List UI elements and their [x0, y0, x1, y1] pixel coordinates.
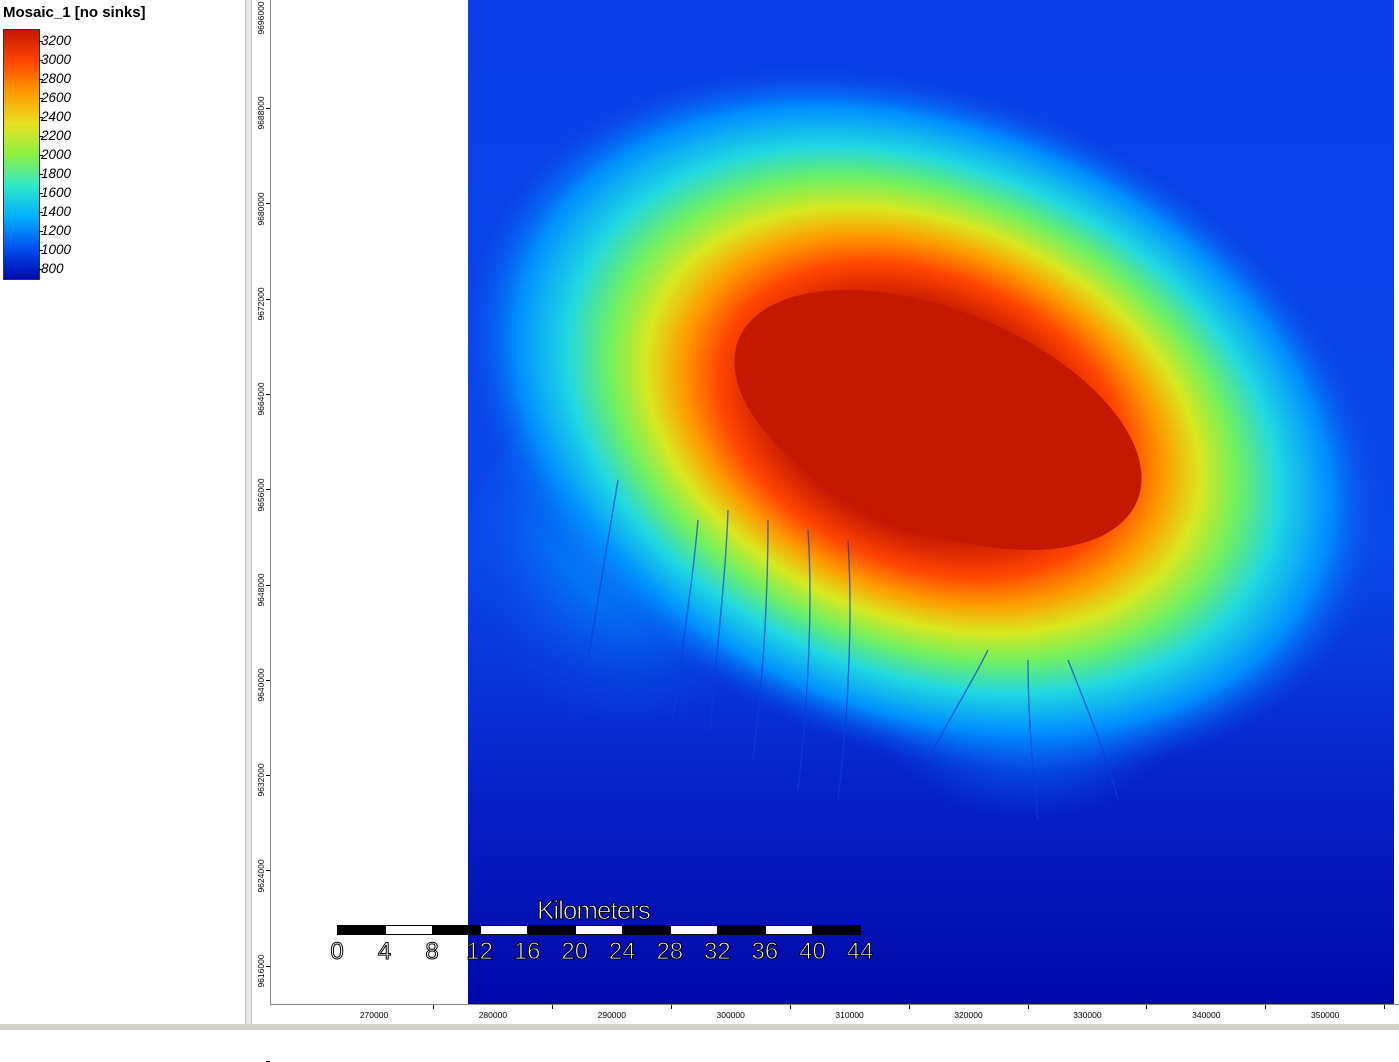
legend-label: 2000	[38, 147, 72, 162]
legend-label: 3200	[38, 33, 72, 48]
x-axis-tick	[1384, 1005, 1386, 1009]
legend-panel: Mosaic_1 [no sinks] 3200 3000 2800 2600 2400…	[0, 0, 245, 1024]
y-axis-label: 9624000	[256, 859, 266, 893]
scale-bar-label: 32	[704, 938, 732, 966]
x-axis-tick	[1146, 1005, 1148, 1009]
x-coordinate-ruler: 270000 280000 290000 300000 310000 320000 3300…	[270, 1004, 1399, 1025]
scale-bar-segment	[717, 925, 766, 935]
y-axis-label: 9632000	[256, 763, 266, 797]
scale-bar-segment	[432, 925, 481, 935]
scale-bar: Kilometers 0 4 8 12 16 20 24 28 32 36 40 44	[330, 895, 897, 975]
scale-bar-label: 0	[330, 938, 344, 966]
y-axis-tick	[266, 393, 270, 395]
y-axis-label: 9656000	[256, 477, 266, 512]
x-axis-label: 270000	[359, 1010, 389, 1020]
map-view[interactable]: 9696000 9688000 9680000 9672000 9664000 96560…	[252, 0, 1399, 1062]
x-axis-tick	[1027, 1005, 1029, 1009]
scale-bar-segment	[764, 925, 814, 935]
x-axis-label: 330000	[1073, 1010, 1102, 1020]
scale-bar-segment	[337, 925, 386, 935]
scale-bar-label: 12	[466, 938, 494, 966]
y-axis-tick	[266, 965, 270, 967]
y-axis-label: 9688000	[256, 96, 266, 130]
legend-label: 1800	[38, 166, 72, 181]
y-axis-label: 9616000	[256, 954, 266, 988]
legend-label: 1600	[38, 185, 72, 200]
legend-label: 1000	[38, 242, 72, 257]
legend-color-ramp	[3, 29, 40, 280]
elevation-raster[interactable]	[468, 0, 1394, 1004]
y-axis-label: 9672000	[256, 287, 266, 321]
legend-label: 2600	[38, 90, 72, 105]
legend-label: 3000	[38, 52, 72, 67]
scale-bar-label: 44	[846, 938, 874, 966]
y-axis-label: 9648000	[256, 573, 266, 607]
y-axis-label: 9640000	[256, 668, 266, 702]
y-axis-tick	[266, 584, 270, 586]
y-axis-tick	[266, 298, 270, 300]
panel-splitter[interactable]	[245, 0, 252, 1024]
scale-bar-segment	[622, 925, 671, 935]
status-strip	[0, 1024, 1399, 1030]
legend-label: 1400	[38, 204, 72, 219]
x-axis-label: 350000	[1311, 1010, 1340, 1020]
x-axis-tick	[789, 1005, 791, 1009]
x-axis-tick	[908, 1005, 910, 1009]
scale-bar-label: 8	[425, 938, 439, 966]
scale-bar-segment	[527, 925, 576, 935]
x-axis-label: 310000	[835, 1010, 864, 1020]
legend-label: 2800	[38, 71, 72, 86]
y-axis-tick	[266, 489, 270, 491]
scale-bar-label: 40	[799, 938, 827, 966]
x-axis-tick	[433, 1005, 434, 1009]
scale-bar-label: 20	[561, 938, 589, 966]
scale-bar-segment	[812, 925, 861, 935]
scale-bar-label: 24	[608, 938, 636, 966]
scale-bar-segment	[479, 925, 529, 935]
scale-bar-label: 16	[513, 938, 541, 966]
y-axis-label: 9664000	[256, 382, 266, 416]
scale-bar-title: Kilometers	[537, 895, 652, 926]
y-axis-label: 9680000	[256, 192, 266, 226]
legend-title: Mosaic_1 [no sinks]	[3, 4, 146, 21]
y-axis-tick	[266, 679, 270, 681]
y-axis-tick	[266, 108, 270, 109]
scale-bar-segment	[669, 925, 719, 935]
y-axis-label: 9696000	[256, 1, 266, 35]
y-axis-tick	[266, 870, 270, 872]
legend-label: 800	[39, 261, 64, 276]
scale-bar-label: 4	[377, 938, 392, 966]
y-axis-tick	[266, 203, 270, 205]
y-axis-tick	[266, 775, 270, 777]
scale-bar-segment	[384, 925, 434, 935]
x-axis-label: 280000	[478, 1010, 508, 1020]
legend-label: 2200	[38, 128, 72, 143]
x-axis-tick	[670, 1005, 672, 1009]
x-axis-tick	[1265, 1005, 1267, 1009]
scale-bar-label: 28	[656, 938, 684, 966]
x-axis-label: 290000	[597, 1010, 626, 1020]
x-axis-tick	[551, 1005, 553, 1009]
scale-bar-label: 36	[751, 938, 779, 966]
scale-bar-segment	[574, 925, 624, 935]
x-axis-label: 320000	[954, 1010, 983, 1020]
x-axis-label: 340000	[1192, 1010, 1221, 1020]
y-coordinate-ruler: 9696000 9688000 9680000 9672000 9664000 96560…	[252, 0, 271, 1062]
legend-label: 1200	[38, 223, 72, 238]
legend-label: 2400	[38, 109, 72, 124]
x-axis-label: 300000	[716, 1010, 745, 1020]
